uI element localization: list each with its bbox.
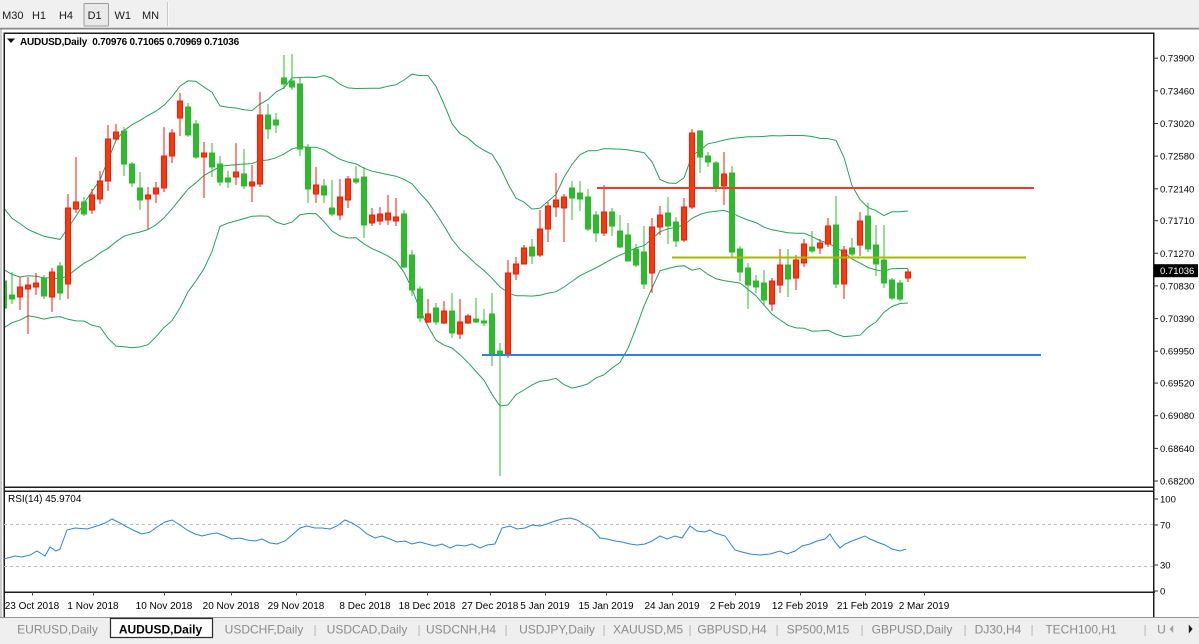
- svg-text:DJ30,H4: DJ30,H4: [975, 623, 1022, 637]
- svg-text:H1: H1: [32, 10, 46, 22]
- svg-text:2 Mar 2019: 2 Mar 2019: [899, 601, 950, 612]
- svg-text:U: U: [1157, 623, 1166, 637]
- svg-text:18 Dec 2018: 18 Dec 2018: [399, 601, 456, 612]
- svg-text:H4: H4: [59, 10, 73, 22]
- svg-text:0.70390: 0.70390: [1160, 314, 1194, 325]
- svg-text:MN: MN: [142, 10, 159, 22]
- svg-text:0.69080: 0.69080: [1160, 411, 1194, 422]
- svg-text:|: |: [417, 623, 420, 637]
- svg-text:GBPUSD,H4: GBPUSD,H4: [697, 623, 767, 637]
- svg-text:20 Nov 2018: 20 Nov 2018: [203, 601, 260, 612]
- svg-text:30: 30: [1160, 561, 1171, 572]
- svg-text:21 Feb 2019: 21 Feb 2019: [837, 601, 894, 612]
- svg-text:USDCAD,Daily: USDCAD,Daily: [327, 623, 408, 637]
- svg-text:0.73900: 0.73900: [1160, 54, 1194, 65]
- svg-text:0.68640: 0.68640: [1160, 444, 1194, 455]
- svg-text:0.73020: 0.73020: [1160, 119, 1194, 130]
- svg-text:0.72140: 0.72140: [1160, 184, 1194, 195]
- svg-text:|: |: [602, 623, 605, 637]
- svg-text:10 Nov 2018: 10 Nov 2018: [136, 601, 193, 612]
- svg-text:RSI(14) 45.9704: RSI(14) 45.9704: [8, 494, 82, 505]
- svg-text:5 Jan 2019: 5 Jan 2019: [520, 601, 570, 612]
- svg-text:|: |: [688, 623, 691, 637]
- svg-text:1 Nov 2018: 1 Nov 2018: [67, 601, 119, 612]
- svg-text:D1: D1: [88, 10, 102, 22]
- svg-text:70: 70: [1160, 521, 1171, 532]
- svg-text:8 Dec 2018: 8 Dec 2018: [339, 601, 391, 612]
- svg-text:0.68200: 0.68200: [1160, 477, 1194, 488]
- svg-text:0.70830: 0.70830: [1160, 281, 1194, 292]
- svg-text:TECH100,H1: TECH100,H1: [1045, 623, 1117, 637]
- svg-text:12 Feb 2019: 12 Feb 2019: [772, 601, 829, 612]
- svg-text:0: 0: [1160, 587, 1165, 598]
- svg-text:|: |: [963, 623, 966, 637]
- svg-text:|: |: [775, 623, 778, 637]
- svg-text:USDCHF,Daily: USDCHF,Daily: [225, 623, 304, 637]
- svg-text:XAUUSD,M5: XAUUSD,M5: [613, 623, 683, 637]
- svg-text:27 Dec 2018: 27 Dec 2018: [462, 601, 519, 612]
- svg-text:USDJPY,Daily: USDJPY,Daily: [519, 623, 595, 637]
- svg-text:0.72580: 0.72580: [1160, 152, 1194, 163]
- svg-text:|: |: [860, 623, 863, 637]
- svg-text:100: 100: [1160, 495, 1176, 506]
- svg-text:GBPUSD,Daily: GBPUSD,Daily: [872, 623, 953, 637]
- svg-text:0.73460: 0.73460: [1160, 86, 1194, 97]
- svg-text:0.71270: 0.71270: [1160, 249, 1194, 260]
- svg-text:AUDUSD,Daily: AUDUSD,Daily: [119, 623, 203, 637]
- svg-text:SP500,M15: SP500,M15: [787, 623, 850, 637]
- svg-text:|: |: [1030, 623, 1033, 637]
- svg-text:|: |: [313, 623, 316, 637]
- svg-text:0.71710: 0.71710: [1160, 216, 1194, 227]
- svg-text:23 Oct 2018: 23 Oct 2018: [5, 601, 60, 612]
- svg-text:15 Jan 2019: 15 Jan 2019: [578, 601, 633, 612]
- svg-text:USDCNH,H4: USDCNH,H4: [426, 623, 496, 637]
- svg-text:|: |: [504, 623, 507, 637]
- svg-text:24 Jan 2019: 24 Jan 2019: [644, 601, 699, 612]
- svg-text:0.71036: 0.71036: [1160, 266, 1194, 277]
- svg-text:0.69520: 0.69520: [1160, 379, 1194, 390]
- svg-text:|: |: [1143, 623, 1146, 637]
- svg-text:M30: M30: [2, 10, 23, 22]
- svg-text:0.69950: 0.69950: [1160, 347, 1194, 358]
- svg-text:29 Nov 2018: 29 Nov 2018: [268, 601, 325, 612]
- svg-text:W1: W1: [114, 10, 131, 22]
- svg-text:EURUSD,Daily: EURUSD,Daily: [17, 623, 98, 637]
- svg-text:AUDUSD,Daily 0.70976 0.71065: AUDUSD,Daily 0.70976 0.71065 0.70969 0.7…: [20, 37, 240, 48]
- svg-text:2 Feb 2019: 2 Feb 2019: [710, 601, 761, 612]
